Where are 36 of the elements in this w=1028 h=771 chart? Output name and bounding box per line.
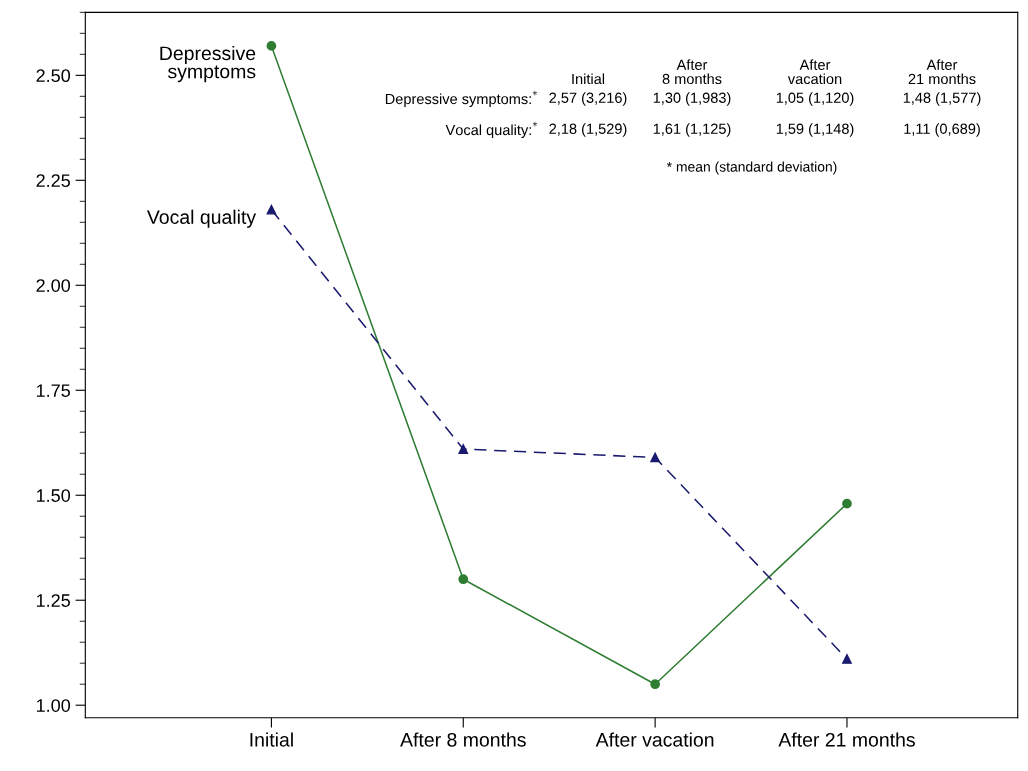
series-label: Vocal quality (146, 209, 257, 228)
annotation: After 21 months (908, 59, 976, 85)
annotation: 2,18 (1,529) (549, 123, 627, 137)
annotation: 2,57 (3,216) (549, 92, 627, 106)
annotation: 1,11 (0,689) (904, 123, 980, 137)
point (266, 204, 277, 215)
x-tick-label: Initial (250, 732, 293, 747)
y-tick-label: 2.00 (36, 279, 71, 292)
y-tick-label: 2.50 (36, 69, 71, 83)
annotation: Vocal quality:$^{*}$ (445, 121, 538, 139)
annotation: Depressive symptoms:$^{*}$ (385, 90, 538, 108)
annotation: * mean (standard deviation) (666, 161, 837, 175)
annotation: 1,61 (1,125) (653, 123, 731, 137)
annotation: 1,30 (1,983) (653, 92, 731, 106)
y-tick-label: 1.25 (36, 594, 70, 607)
x-tick-label: After 8 months (400, 732, 526, 747)
y-tick-label: 1.50 (36, 489, 71, 502)
point (458, 574, 469, 585)
point (650, 452, 660, 463)
annotation: 1,05 (1,120) (776, 92, 854, 106)
y-tick-label: 1.00 (36, 699, 71, 712)
annotation: 1,59 (1,148) (776, 123, 854, 137)
annotation: Initial (572, 73, 605, 85)
annotation: After 8 months (662, 59, 722, 85)
annotation: After vacation (787, 59, 842, 85)
series-label: Depressive symptoms (160, 45, 256, 83)
point (650, 679, 660, 690)
point (266, 41, 277, 51)
point (458, 444, 469, 454)
y-tick-label: 1.75 (36, 384, 70, 397)
y-tick-label: 2.25 (36, 174, 70, 188)
annotation: 1,48 (1,577) (903, 92, 981, 106)
point (842, 498, 852, 509)
x-tick-label: After vacation (595, 732, 714, 747)
point (842, 654, 852, 664)
x-tick-label: After 21 months (778, 732, 915, 747)
